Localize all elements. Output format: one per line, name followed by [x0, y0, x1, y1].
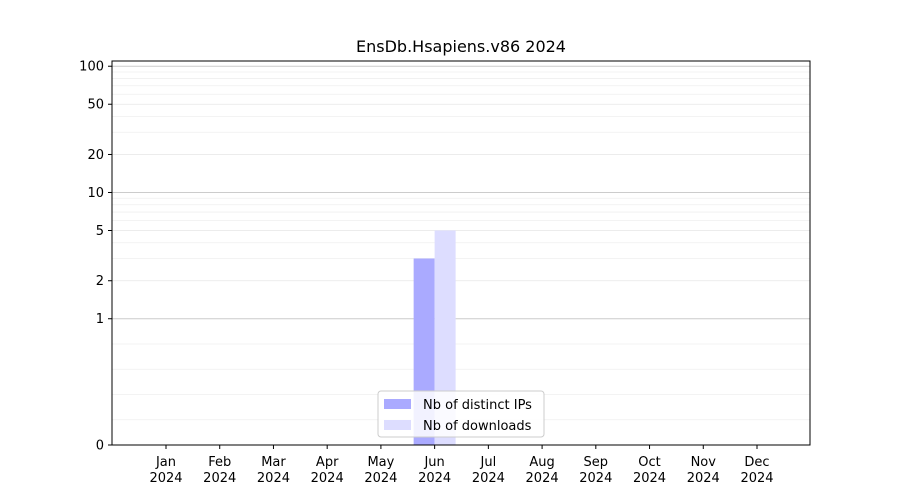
x-tick-label-year: 2024	[257, 471, 290, 486]
legend-swatch	[384, 420, 411, 430]
y-tick-label: 0	[96, 439, 104, 454]
y-tick-label: 10	[87, 186, 104, 201]
x-tick-label-year: 2024	[149, 471, 182, 486]
x-tick-label: Aug	[529, 455, 554, 470]
x-tick-label-year: 2024	[418, 471, 451, 486]
chart-title: EnsDb.Hsapiens.v86 2024	[356, 37, 566, 56]
x-tick-label: Apr	[316, 455, 339, 470]
x-tick-label-year: 2024	[633, 471, 666, 486]
y-tick-label: 20	[87, 148, 104, 163]
y-tick-label: 50	[87, 98, 104, 113]
x-tick-label: Feb	[208, 455, 231, 470]
x-tick-label: Mar	[261, 455, 286, 470]
x-tick-label-year: 2024	[687, 471, 720, 486]
y-tick-label: 5	[96, 224, 104, 239]
x-tick-label: Jul	[480, 455, 497, 470]
x-tick-label: Jun	[423, 455, 444, 470]
x-tick-label: Dec	[744, 455, 769, 470]
x-tick-label-year: 2024	[579, 471, 612, 486]
y-axis: 0 1 2 5 10 20 50 100	[79, 60, 112, 454]
x-tick-label-year: 2024	[311, 471, 344, 486]
x-tick-label: Nov	[691, 455, 717, 470]
y-tick-label: 1	[96, 312, 104, 327]
plot-frame	[111, 60, 811, 446]
x-tick-label-year: 2024	[364, 471, 397, 486]
legend-swatch	[384, 399, 411, 409]
x-tick-label: May	[367, 455, 394, 470]
x-tick-label: Oct	[638, 455, 660, 470]
legend: Nb of distinct IPs Nb of downloads	[377, 390, 545, 438]
x-tick-label-year: 2024	[472, 471, 505, 486]
legend-label: Nb of downloads	[423, 419, 532, 434]
y-tick-label: 100	[79, 60, 104, 75]
x-axis: Jan2024Feb2024Mar2024Apr2024May2024Jun20…	[149, 445, 774, 486]
legend-box	[377, 390, 545, 438]
x-tick-label: Jan	[155, 455, 176, 470]
legend-label: Nb of distinct IPs	[423, 398, 532, 413]
y-tick-label: 2	[96, 274, 104, 289]
x-tick-label-year: 2024	[203, 471, 236, 486]
x-tick-label-year: 2024	[526, 471, 559, 486]
x-tick-label-year: 2024	[740, 471, 773, 486]
x-tick-label: Sep	[584, 455, 609, 470]
grid	[112, 65, 810, 446]
